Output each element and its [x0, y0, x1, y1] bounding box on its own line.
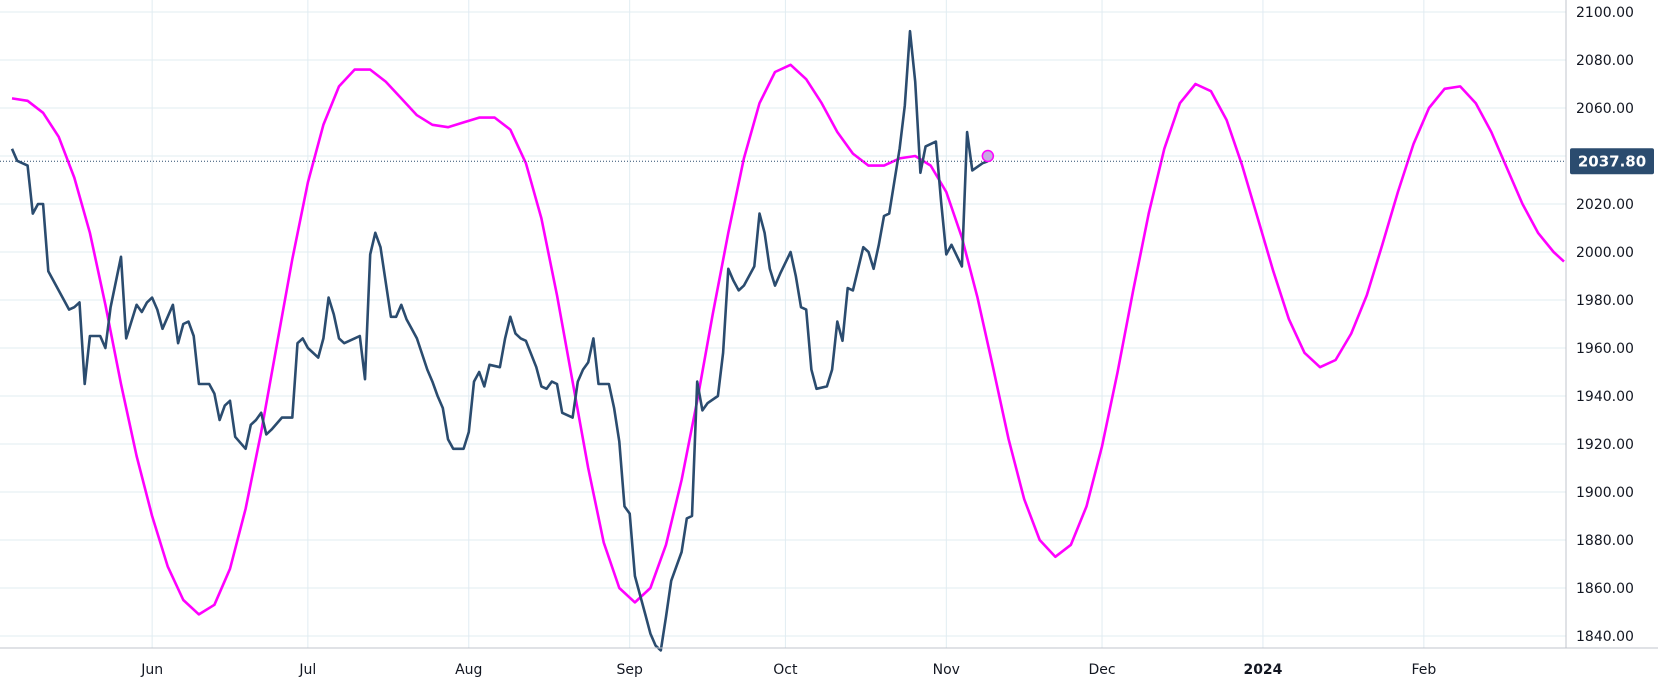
x-tick-label: Jul — [298, 662, 316, 678]
y-tick-label: 2060.00 — [1576, 101, 1634, 117]
y-tick-label: 2000.00 — [1576, 245, 1634, 261]
last-price-badge: 2037.80 — [1570, 148, 1654, 175]
y-tick-label: 2020.00 — [1576, 197, 1634, 213]
last-price-label: 2037.80 — [1578, 152, 1646, 170]
x-tick-label: 2024 — [1243, 662, 1282, 678]
y-tick-label: 1880.00 — [1576, 533, 1634, 549]
y-axis[interactable]: 1840.00 1860.00 1880.00 1900.00 1920.00 1940.… — [1576, 5, 1634, 645]
y-tick-label: 1920.00 — [1576, 437, 1634, 453]
y-tick-label: 1900.00 — [1576, 485, 1634, 501]
x-axis[interactable]: Jun Jul Aug Sep Oct Nov Dec 2024 Feb — [140, 662, 1436, 678]
y-tick-label: 1940.00 — [1576, 389, 1634, 405]
x-tick-label: Jun — [140, 662, 163, 678]
y-tick-label: 1960.00 — [1576, 341, 1634, 357]
price-line — [10, 29, 989, 652]
x-tick-label: Dec — [1088, 662, 1115, 678]
x-tick-label: Sep — [616, 662, 643, 678]
x-tick-label: Nov — [933, 662, 960, 678]
x-tick-label: Aug — [455, 662, 482, 678]
y-tick-label: 1840.00 — [1576, 629, 1634, 645]
y-tick-label: 2100.00 — [1576, 5, 1634, 21]
y-tick-label: 2080.00 — [1576, 53, 1634, 69]
x-tick-label: Feb — [1411, 662, 1436, 678]
cycle-forecast-line — [11, 63, 1565, 616]
y-tick-label: 1860.00 — [1576, 581, 1634, 597]
last-price-badge-bg — [1570, 148, 1654, 175]
crosshair-marker[interactable] — [981, 149, 995, 163]
y-tick-label: 1980.00 — [1576, 293, 1634, 309]
x-tick-label: Oct — [773, 662, 798, 678]
grid — [0, 0, 1566, 648]
plot-area — [0, 29, 1566, 652]
